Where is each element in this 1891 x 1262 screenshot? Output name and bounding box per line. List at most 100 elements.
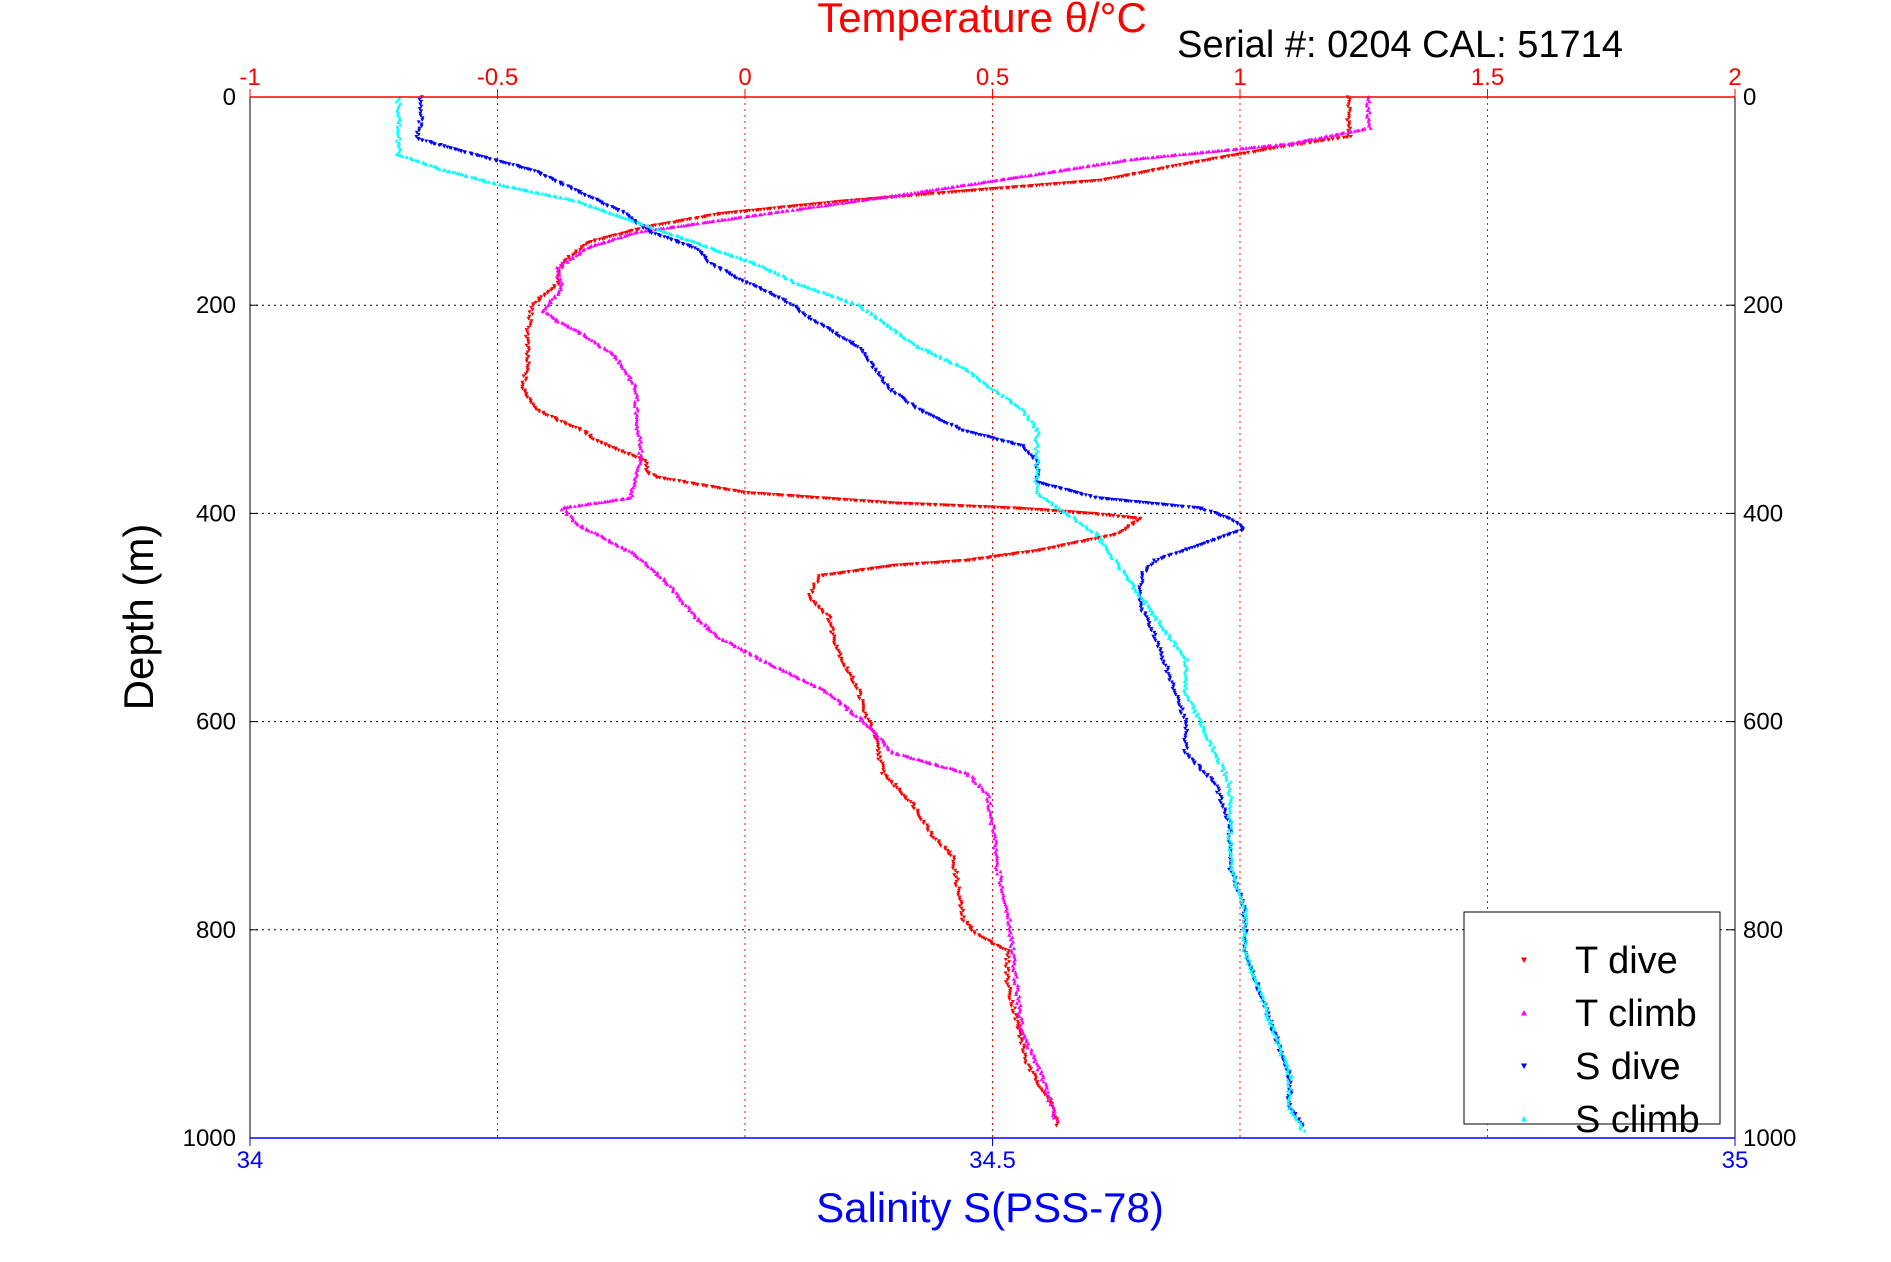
data-point <box>1117 566 1122 571</box>
data-point <box>397 115 402 120</box>
data-point <box>579 191 584 196</box>
data-point <box>1183 674 1188 679</box>
data-point <box>1005 973 1010 978</box>
data-point <box>921 821 926 826</box>
data-point <box>1270 1029 1275 1034</box>
data-point <box>709 629 714 633</box>
data-point <box>1241 911 1246 915</box>
data-point <box>559 507 564 512</box>
data-point <box>1347 109 1352 113</box>
data-point <box>630 380 635 385</box>
data-point <box>1014 403 1019 407</box>
data-point <box>524 376 529 381</box>
data-point <box>1025 1045 1030 1050</box>
data-point <box>830 497 835 501</box>
data-point <box>925 189 930 193</box>
data-point <box>881 767 886 772</box>
data-point <box>560 183 565 188</box>
data-point <box>1231 531 1236 535</box>
data-point <box>985 556 990 560</box>
data-point <box>527 348 532 352</box>
data-point <box>933 353 938 357</box>
data-point <box>832 696 837 701</box>
data-point <box>656 573 661 578</box>
data-point <box>951 859 956 864</box>
data-point <box>546 312 551 316</box>
data-point <box>837 335 842 339</box>
data-point <box>1187 546 1192 551</box>
data-point <box>861 499 866 503</box>
data-point <box>1130 516 1135 520</box>
data-point <box>416 120 421 124</box>
data-point <box>1035 472 1040 476</box>
data-point <box>1050 484 1055 489</box>
data-point <box>516 186 521 191</box>
data-point <box>830 294 835 299</box>
data-point <box>1172 688 1177 693</box>
data-point <box>1260 144 1265 149</box>
data-point <box>589 436 594 440</box>
data-point <box>861 709 866 714</box>
data-point <box>1096 162 1101 167</box>
data-point <box>830 330 835 335</box>
data-point <box>811 584 816 589</box>
data-point <box>1007 995 1012 1000</box>
data-point <box>1173 692 1178 697</box>
data-point <box>816 574 821 578</box>
data-point <box>854 714 859 718</box>
data-point <box>1074 165 1079 170</box>
data-point <box>638 459 643 464</box>
data-point <box>1243 146 1248 150</box>
data-point <box>772 206 777 211</box>
data-point <box>1182 162 1187 167</box>
data-point <box>1365 108 1370 112</box>
data-point <box>846 200 851 204</box>
data-point <box>1191 709 1196 714</box>
data-point <box>831 640 836 645</box>
data-point <box>1182 740 1187 744</box>
data-point <box>1012 955 1017 959</box>
data-point <box>1177 703 1182 707</box>
data-point <box>899 792 904 796</box>
data-point <box>692 240 697 244</box>
data-point <box>988 812 993 817</box>
data-point <box>501 183 506 188</box>
data-point <box>1259 990 1264 994</box>
data-point <box>1065 181 1070 185</box>
data-point <box>1003 980 1008 984</box>
data-point <box>666 221 671 226</box>
data-point <box>596 242 601 246</box>
data-point <box>978 557 983 561</box>
data-point <box>958 769 963 774</box>
data-point <box>1148 606 1153 611</box>
data-point <box>593 340 598 345</box>
data-point <box>643 560 648 565</box>
data-point <box>835 497 840 502</box>
data-point <box>1009 948 1014 953</box>
data-point <box>1011 968 1016 972</box>
data-point <box>726 217 731 221</box>
data-point <box>1165 503 1170 507</box>
data-point <box>1144 615 1149 619</box>
data-point <box>828 624 833 628</box>
data-point <box>920 346 925 351</box>
data-point <box>1182 659 1187 663</box>
data-point <box>638 444 643 449</box>
data-point <box>553 179 558 184</box>
data-point <box>1273 143 1278 147</box>
data-point <box>831 628 836 632</box>
data-point <box>871 196 876 201</box>
data-point <box>724 639 729 644</box>
data-point <box>1345 104 1350 109</box>
data-point <box>995 871 1000 876</box>
data-point <box>1346 116 1351 120</box>
data-point <box>914 344 919 349</box>
data-point <box>551 316 556 320</box>
data-point <box>600 237 605 241</box>
data-point <box>954 879 959 884</box>
data-point <box>416 159 421 164</box>
data-point <box>989 819 994 823</box>
data-point <box>1294 1117 1299 1122</box>
data-point <box>976 181 981 185</box>
data-point <box>1040 508 1045 512</box>
